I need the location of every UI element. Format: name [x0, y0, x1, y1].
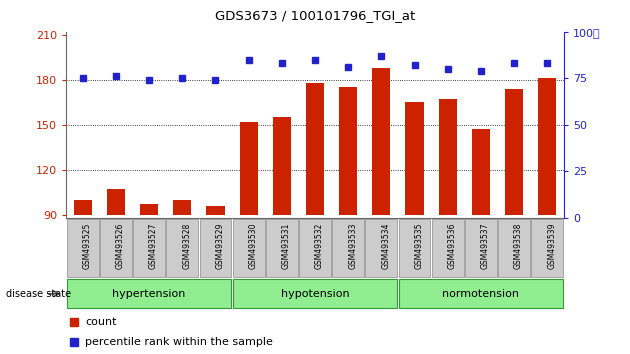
- Text: disease state: disease state: [6, 289, 71, 299]
- Text: GSM493531: GSM493531: [282, 223, 291, 269]
- FancyBboxPatch shape: [67, 280, 231, 308]
- Text: GSM493537: GSM493537: [481, 223, 490, 269]
- FancyBboxPatch shape: [332, 219, 364, 277]
- Bar: [505, 89, 523, 215]
- Bar: [306, 83, 324, 215]
- FancyBboxPatch shape: [166, 219, 198, 277]
- Text: count: count: [85, 318, 117, 327]
- FancyBboxPatch shape: [432, 219, 464, 277]
- Text: GSM493533: GSM493533: [348, 223, 357, 269]
- FancyBboxPatch shape: [266, 219, 298, 277]
- Bar: [273, 117, 291, 215]
- Text: GSM493528: GSM493528: [182, 223, 192, 269]
- FancyBboxPatch shape: [67, 219, 99, 277]
- FancyBboxPatch shape: [399, 219, 430, 277]
- FancyBboxPatch shape: [232, 280, 398, 308]
- Text: GSM493527: GSM493527: [149, 223, 158, 269]
- Bar: [372, 68, 391, 215]
- Bar: [107, 189, 125, 215]
- Bar: [207, 206, 224, 215]
- Text: GSM493538: GSM493538: [514, 223, 523, 269]
- Text: percentile rank within the sample: percentile rank within the sample: [85, 337, 273, 347]
- FancyBboxPatch shape: [200, 219, 231, 277]
- Text: hypotension: hypotension: [281, 289, 349, 299]
- FancyBboxPatch shape: [465, 219, 497, 277]
- Bar: [239, 122, 258, 215]
- FancyBboxPatch shape: [133, 219, 165, 277]
- Bar: [472, 129, 490, 215]
- Text: GSM493535: GSM493535: [415, 223, 423, 269]
- Text: GSM493530: GSM493530: [249, 223, 258, 269]
- FancyBboxPatch shape: [399, 280, 563, 308]
- Text: GSM493536: GSM493536: [448, 223, 457, 269]
- FancyBboxPatch shape: [498, 219, 530, 277]
- Text: GSM493526: GSM493526: [116, 223, 125, 269]
- Bar: [438, 99, 457, 215]
- Bar: [406, 102, 423, 215]
- Text: GSM493539: GSM493539: [547, 223, 556, 269]
- Bar: [339, 87, 357, 215]
- Text: GSM493525: GSM493525: [83, 223, 92, 269]
- Bar: [538, 78, 556, 215]
- FancyBboxPatch shape: [299, 219, 331, 277]
- Bar: [173, 200, 192, 215]
- FancyBboxPatch shape: [100, 219, 132, 277]
- Text: GDS3673 / 100101796_TGI_at: GDS3673 / 100101796_TGI_at: [215, 9, 415, 22]
- Text: normotension: normotension: [442, 289, 519, 299]
- Text: GSM493534: GSM493534: [381, 223, 391, 269]
- Text: hypertension: hypertension: [112, 289, 186, 299]
- Bar: [140, 204, 158, 215]
- Text: GSM493532: GSM493532: [315, 223, 324, 269]
- FancyBboxPatch shape: [531, 219, 563, 277]
- Text: GSM493529: GSM493529: [215, 223, 224, 269]
- FancyBboxPatch shape: [365, 219, 398, 277]
- FancyBboxPatch shape: [232, 219, 265, 277]
- Bar: [74, 200, 92, 215]
